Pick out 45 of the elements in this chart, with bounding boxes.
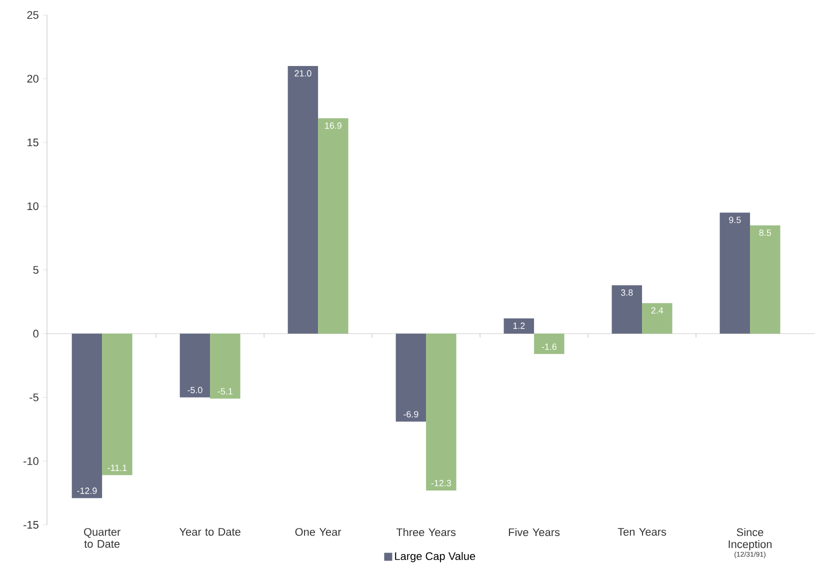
data-label: 21.0 bbox=[294, 70, 312, 77]
data-label: -11.1 bbox=[108, 465, 127, 472]
x-tick-label: Year to Date bbox=[179, 528, 240, 536]
y-tick-label: 20 bbox=[27, 75, 38, 83]
data-label: -12.3 bbox=[431, 480, 451, 486]
bar bbox=[318, 118, 348, 334]
bar bbox=[210, 334, 240, 399]
bar bbox=[288, 66, 318, 334]
bar bbox=[534, 334, 564, 354]
x-tick-label: Five Years bbox=[508, 528, 560, 536]
data-label: -5.0 bbox=[188, 387, 202, 394]
bar bbox=[612, 285, 642, 334]
data-label: 1.2 bbox=[513, 322, 525, 330]
y-tick-label: 0 bbox=[33, 330, 38, 338]
bar bbox=[750, 226, 780, 334]
x-tick-label: Since Inception bbox=[728, 528, 772, 550]
bar bbox=[180, 334, 210, 398]
x-tick-label: Ten Years bbox=[618, 528, 666, 536]
y-tick-label: 5 bbox=[33, 266, 38, 274]
bar bbox=[72, 334, 102, 498]
y-tick-label: 15 bbox=[28, 138, 38, 147]
x-tick-label: Three Years bbox=[396, 528, 456, 536]
bar bbox=[396, 334, 426, 422]
data-label: -6.9 bbox=[404, 411, 418, 418]
bar bbox=[642, 303, 672, 334]
y-tick-label: -5 bbox=[30, 394, 38, 402]
bar bbox=[720, 212, 750, 334]
bar bbox=[102, 334, 132, 476]
data-label: 3.8 bbox=[621, 290, 633, 296]
data-label: -5.1 bbox=[218, 388, 232, 395]
y-tick-label: 10 bbox=[28, 202, 38, 210]
y-tick-label: -15 bbox=[24, 521, 38, 529]
data-label: 8.5 bbox=[759, 230, 771, 236]
data-label: -12.9 bbox=[77, 488, 97, 494]
bar bbox=[426, 334, 456, 491]
y-tick-label: -10 bbox=[24, 457, 38, 466]
data-label: 2.4 bbox=[651, 307, 664, 314]
data-label: 9.5 bbox=[729, 216, 741, 224]
x-tick-label: Quarter to Date bbox=[84, 528, 120, 548]
bar bbox=[504, 318, 534, 334]
legend-label: Large Cap Value bbox=[395, 552, 476, 562]
x-tick-label: One Year bbox=[295, 528, 342, 536]
data-label: -1.6 bbox=[542, 344, 556, 350]
y-tick-label: 25 bbox=[27, 11, 38, 20]
data-label: 16.9 bbox=[325, 122, 342, 130]
